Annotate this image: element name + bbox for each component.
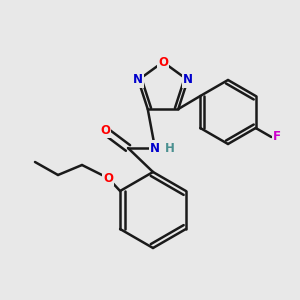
Text: N: N xyxy=(183,74,193,86)
Text: N: N xyxy=(133,74,143,86)
Text: H: H xyxy=(165,142,175,154)
Text: F: F xyxy=(273,130,281,143)
Text: O: O xyxy=(100,124,110,136)
Text: N: N xyxy=(150,142,160,154)
Text: O: O xyxy=(103,172,113,184)
Text: O: O xyxy=(158,56,168,68)
